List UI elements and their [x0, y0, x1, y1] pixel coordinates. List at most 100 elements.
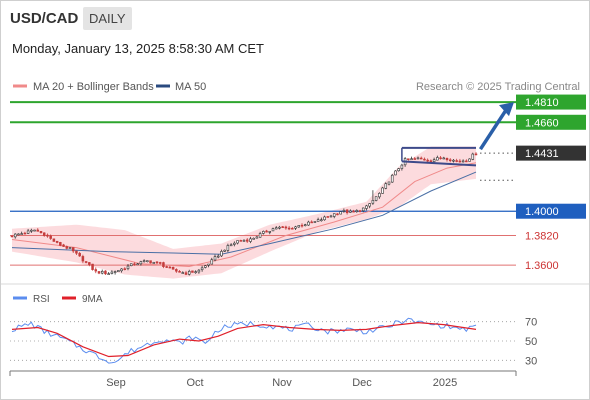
candle-body: [345, 209, 349, 214]
candle-body: [175, 269, 178, 272]
candle-body: [88, 262, 91, 265]
candle-body: [329, 215, 333, 218]
candle-body: [274, 227, 278, 230]
candle-body: [68, 247, 72, 249]
candle-body: [310, 221, 313, 224]
rsi-ma-line: [11, 321, 477, 358]
level-label-1.4810: 1.4810: [525, 97, 559, 109]
candle-body: [81, 256, 85, 262]
candle-body: [323, 216, 326, 221]
candle-body: [155, 261, 159, 264]
candle-body: [278, 226, 281, 229]
level-label-1.4660: 1.4660: [525, 117, 559, 129]
candle-body: [149, 260, 152, 264]
candle-body: [236, 240, 239, 244]
candle-body: [223, 249, 226, 252]
candle-body: [265, 230, 268, 233]
candle-body: [213, 256, 217, 261]
candle-body: [97, 271, 101, 274]
candle-body: [136, 263, 139, 266]
candle-body: [152, 262, 156, 264]
target-arrow-head: [499, 102, 514, 117]
candle-body: [207, 263, 210, 266]
candle-body: [423, 158, 426, 161]
candle-body: [245, 239, 249, 242]
rsi-ma-legend-label: 9MA: [82, 294, 103, 305]
candle-body: [461, 160, 465, 163]
rsi-panel: 70 50 30: [10, 317, 537, 367]
candle-body: [287, 227, 291, 230]
candle-body: [187, 271, 191, 275]
candle-body: [439, 157, 442, 160]
rsi-legend-label: RSI: [33, 294, 50, 305]
candle-body: [432, 159, 436, 163]
moving-averages: [11, 162, 477, 268]
timeframe-badge[interactable]: DAILY: [83, 7, 132, 30]
level-tag-1.4660: [516, 114, 586, 130]
candle-body: [107, 273, 110, 275]
candle-body: [303, 224, 307, 226]
candle-body: [49, 235, 52, 239]
candle-body: [349, 210, 352, 213]
candle-body: [297, 225, 301, 228]
candle-body: [413, 158, 417, 160]
candle-body: [197, 269, 201, 273]
candle-body: [320, 219, 323, 222]
candle-body: [71, 247, 75, 252]
candle-body: [146, 260, 149, 262]
level-tag-1.4810: [516, 94, 586, 110]
price-levels: [10, 101, 516, 266]
ma50-line: [11, 171, 477, 255]
candle-body: [249, 238, 252, 242]
candle-body: [358, 210, 362, 212]
level-tag-1.4431: [516, 145, 586, 161]
candle-body: [339, 211, 342, 215]
candle-body: [271, 228, 275, 232]
x-tick-label: 2025: [433, 377, 457, 389]
candle-body: [129, 263, 133, 267]
level-tag-1.4000: [516, 203, 586, 219]
candle-body: [374, 196, 378, 201]
candle-body: [307, 221, 310, 226]
candle-body: [455, 160, 458, 162]
candle-body: [142, 260, 146, 262]
candle-body: [394, 170, 397, 176]
candle-body: [200, 267, 204, 271]
candle-body: [452, 159, 455, 162]
candle-body: [162, 262, 165, 267]
candle-body: [184, 272, 188, 275]
candle-body: [281, 226, 284, 228]
candle-body: [55, 240, 59, 243]
candle-body: [26, 230, 30, 234]
candle-body: [10, 235, 14, 238]
candle-body: [465, 160, 468, 163]
candle-body: [442, 157, 446, 160]
level-label-1.3820: 1.3820: [525, 230, 559, 242]
rsi-tick-50: 50: [525, 336, 537, 348]
candle-body: [133, 263, 136, 266]
candle-body: [316, 219, 320, 222]
candle-body: [62, 244, 65, 247]
candle-body: [171, 266, 175, 270]
candle-body: [342, 210, 346, 212]
candle-body: [336, 213, 339, 216]
candle-body: [33, 229, 36, 232]
level-label-1.3600: 1.3600: [525, 260, 559, 272]
candle-body: [262, 231, 265, 234]
candle-body: [123, 268, 127, 271]
candle-body: [42, 232, 46, 236]
candle-body: [233, 242, 236, 245]
candle-body: [194, 271, 197, 273]
candle-body: [471, 153, 475, 160]
candle-body: [52, 238, 56, 242]
candle-body: [400, 164, 404, 169]
candle-body: [168, 266, 172, 269]
candle-body: [474, 153, 478, 156]
candle-body: [352, 210, 355, 213]
bollinger-band: [12, 146, 476, 279]
candle-body: [384, 183, 388, 189]
level-label-1.4000: 1.4000: [525, 206, 559, 218]
candle-body: [117, 270, 120, 272]
bollinger-band-area: [12, 146, 476, 279]
candle-body: [104, 270, 107, 275]
